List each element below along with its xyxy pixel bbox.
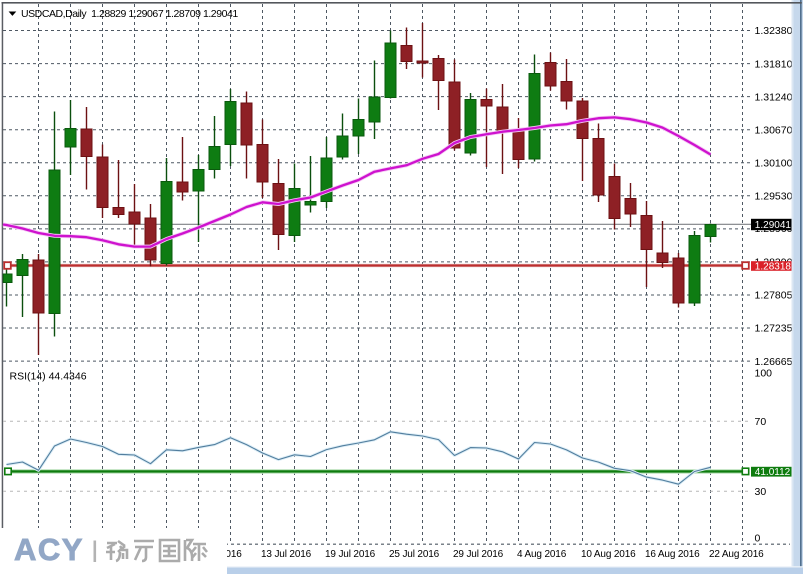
svg-text:1.31240: 1.31240 <box>755 91 793 103</box>
svg-text:16 Aug 2016: 16 Aug 2016 <box>645 549 700 560</box>
svg-text:29 Jul 2016: 29 Jul 2016 <box>453 549 504 560</box>
svg-text:1.30100: 1.30100 <box>755 157 793 169</box>
svg-text:41.0112: 41.0112 <box>755 467 791 478</box>
svg-text:100: 100 <box>755 368 773 380</box>
svg-text:RSI(14) 44.4346: RSI(14) 44.4346 <box>10 371 87 383</box>
svg-text:0: 0 <box>755 533 761 545</box>
svg-text:1.26665: 1.26665 <box>755 356 793 368</box>
svg-text:USDCAD,Daily 1.28829 1.29067: USDCAD,Daily 1.28829 1.29067 1.28709 1.2… <box>21 8 238 20</box>
svg-text:ACY: ACY <box>14 532 84 567</box>
svg-text:1.27805: 1.27805 <box>755 290 793 302</box>
svg-text:22 Aug 2016: 22 Aug 2016 <box>709 549 764 560</box>
svg-text:19 Jul 2016: 19 Jul 2016 <box>325 549 376 560</box>
svg-text:1.32380: 1.32380 <box>755 25 793 37</box>
svg-text:1.31810: 1.31810 <box>755 58 793 70</box>
svg-text:1.28318: 1.28318 <box>755 261 792 272</box>
svg-text:1.30670: 1.30670 <box>755 124 793 136</box>
svg-text:1.29041: 1.29041 <box>755 220 792 231</box>
svg-text:30: 30 <box>755 486 767 498</box>
svg-text:4 Aug 2016: 4 Aug 2016 <box>517 549 567 560</box>
svg-text:10 Aug 2016: 10 Aug 2016 <box>581 549 636 560</box>
svg-text:70: 70 <box>755 416 767 428</box>
svg-text:1.29530: 1.29530 <box>755 191 793 203</box>
svg-text:1.27235: 1.27235 <box>755 323 793 335</box>
svg-text:13 Jul 2016: 13 Jul 2016 <box>261 549 312 560</box>
svg-text:25 Jul 2016: 25 Jul 2016 <box>389 549 440 560</box>
